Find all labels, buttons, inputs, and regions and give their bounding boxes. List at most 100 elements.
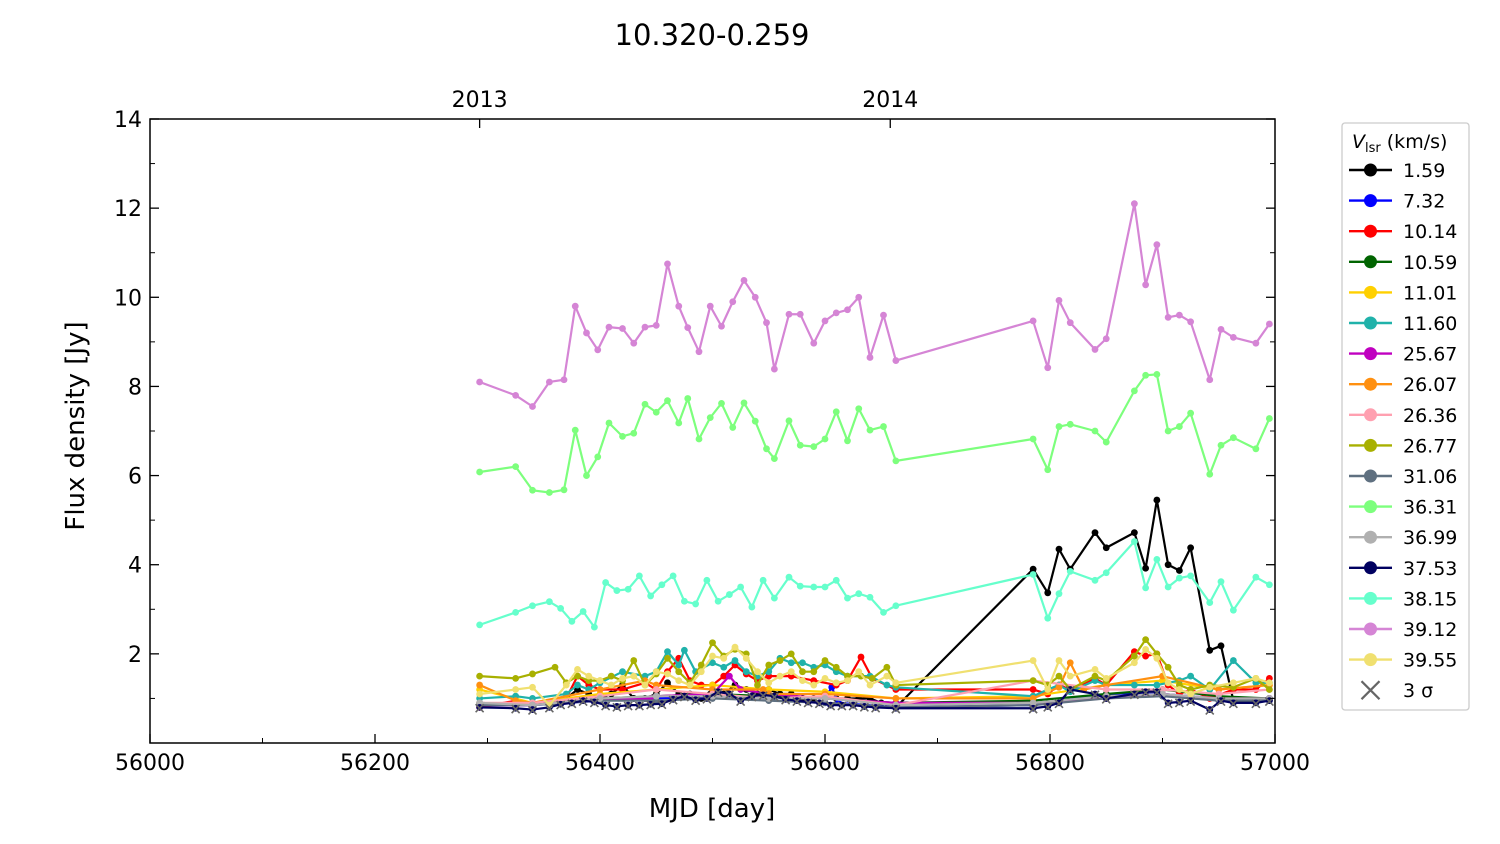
- data-point: [1252, 573, 1260, 581]
- data-point: [1130, 538, 1138, 545]
- data-point: [545, 378, 553, 386]
- data-point: [714, 597, 722, 605]
- data-point: [692, 600, 700, 608]
- data-point: [594, 453, 602, 461]
- data-point: [1066, 672, 1074, 680]
- sigma-marker: [679, 692, 689, 702]
- legend-item: 10.59: [1349, 252, 1457, 274]
- data-point: [1206, 599, 1214, 606]
- series-line: [479, 202, 1271, 408]
- legend-label: 11.01: [1403, 282, 1457, 304]
- data-point: [630, 657, 638, 664]
- x-tick-label: 57000: [1240, 751, 1310, 776]
- legend-item: 25.67: [1349, 344, 1457, 366]
- data-point: [1252, 445, 1260, 453]
- x-axis-label: MJD [day]: [649, 794, 776, 824]
- data-point: [740, 399, 748, 407]
- legend-label: 10.59: [1403, 252, 1457, 274]
- data-point: [709, 652, 716, 660]
- sigma-marker: [527, 705, 538, 716]
- data-point: [785, 417, 793, 425]
- legend-label: 10.14: [1403, 221, 1457, 243]
- legend-label: 25.67: [1403, 344, 1457, 366]
- data-point: [866, 426, 874, 434]
- data-point: [1142, 281, 1150, 289]
- data-point: [868, 674, 876, 682]
- data-point: [1153, 654, 1161, 662]
- sigma-marker: [567, 699, 577, 709]
- sigma-marker: [747, 692, 757, 702]
- data-point: [832, 679, 840, 687]
- data-point: [855, 293, 863, 301]
- y-tick-label: 6: [128, 465, 142, 490]
- legend-label: 11.60: [1403, 313, 1457, 335]
- data-point: [571, 302, 579, 310]
- legend-swatch-marker: [1364, 285, 1377, 299]
- data-point: [763, 445, 770, 453]
- sigma-marker: [1228, 699, 1238, 709]
- data-point: [1153, 681, 1161, 689]
- sigma-marker: [1129, 690, 1139, 700]
- data-point: [652, 668, 660, 676]
- sigma-marker: [646, 700, 656, 710]
- data-point: [1164, 561, 1172, 569]
- sigma-markers: [475, 685, 1274, 716]
- legend-item: 36.31: [1349, 497, 1457, 519]
- data-point: [596, 695, 604, 702]
- data-point: [796, 310, 804, 318]
- data-point: [675, 668, 683, 676]
- data-point: [880, 423, 887, 430]
- data-point: [787, 668, 795, 676]
- data-point: [1029, 699, 1037, 707]
- data-point: [844, 306, 851, 314]
- data-point: [1029, 571, 1037, 578]
- data-point: [799, 668, 806, 676]
- data-point: [759, 576, 767, 584]
- data-point: [574, 666, 581, 673]
- data-point: [1130, 529, 1138, 537]
- data-point: [892, 679, 900, 687]
- data-point: [748, 603, 756, 611]
- legend-swatch-marker: [1364, 561, 1377, 575]
- legend-item: 1.59: [1349, 160, 1445, 182]
- data-point: [880, 311, 887, 319]
- sigma-marker: [1141, 688, 1151, 698]
- sigma-marker: [814, 699, 824, 709]
- data-point: [810, 583, 818, 591]
- year-tick-label: 2013: [452, 88, 508, 113]
- y-tick-label: 8: [128, 375, 142, 400]
- legend-swatch-marker: [1364, 255, 1377, 269]
- data-point: [1265, 415, 1273, 422]
- sigma-marker: [702, 694, 712, 704]
- sigma-marker: [736, 696, 746, 707]
- sigma-marker: [826, 701, 836, 711]
- data-point: [574, 681, 581, 689]
- sigma-marker: [623, 701, 633, 711]
- data-point: [1206, 470, 1214, 478]
- legend-title: Vlsr (km/s): [1352, 131, 1447, 156]
- legend-swatch-marker: [1364, 377, 1377, 391]
- data-point: [729, 424, 737, 431]
- data-point: [684, 395, 692, 402]
- legend-item: 31.06: [1349, 466, 1457, 488]
- legend-item: 38.15: [1349, 588, 1457, 610]
- data-point: [832, 309, 840, 317]
- legend-label: 1.59: [1403, 160, 1445, 182]
- legend-sigma-icon: [1360, 680, 1381, 700]
- data-point: [1029, 686, 1037, 693]
- data-point: [684, 324, 692, 331]
- data-point: [1175, 567, 1183, 574]
- data-point: [476, 378, 484, 386]
- data-point: [695, 348, 703, 356]
- y-tick-label: 4: [128, 554, 142, 579]
- data-point: [1153, 370, 1161, 378]
- x-tick-label: 56800: [1015, 751, 1085, 776]
- legend-label: 38.15: [1403, 588, 1457, 610]
- data-point: [557, 604, 565, 612]
- data-point: [675, 661, 683, 669]
- data-point: [619, 432, 626, 440]
- data-point: [844, 677, 851, 684]
- data-point: [1142, 646, 1150, 653]
- legend-swatch-marker: [1364, 530, 1377, 544]
- legend-swatch-marker: [1364, 438, 1377, 452]
